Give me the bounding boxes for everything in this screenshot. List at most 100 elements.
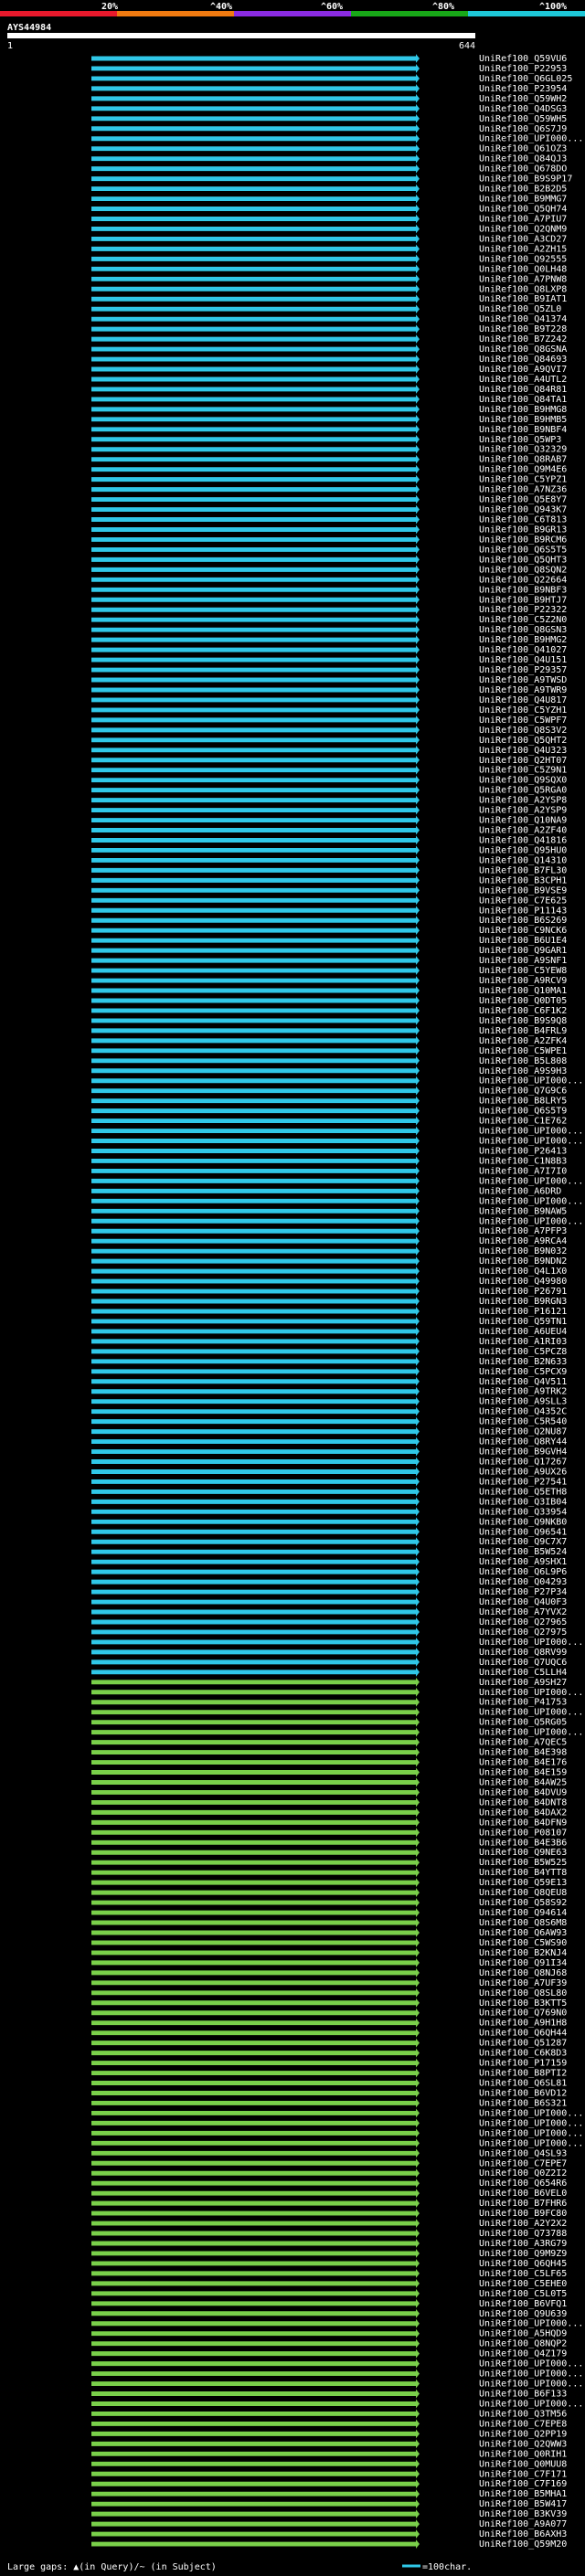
- hit-label[interactable]: UniRef100_B9GR13: [479, 525, 567, 535]
- hit-label[interactable]: UniRef100_B4AW25: [479, 1777, 567, 1787]
- hit-label[interactable]: UniRef100_Q96541: [479, 1527, 567, 1537]
- hit-label[interactable]: UniRef100_B2KNJ4: [479, 1948, 567, 1958]
- hit-label[interactable]: UniRef100_Q3IB04: [479, 1497, 567, 1507]
- hit-label[interactable]: UniRef100_B7FL30: [479, 865, 567, 875]
- hit-label[interactable]: UniRef100_B9T228: [479, 324, 567, 334]
- hit-label[interactable]: UniRef100_B4DVU9: [479, 1787, 567, 1797]
- hit-label[interactable]: UniRef100_C5YEW8: [479, 966, 567, 976]
- hit-label[interactable]: UniRef100_Q8GSN3: [479, 625, 567, 635]
- hit-label[interactable]: UniRef100_B9NAW5: [479, 1206, 567, 1216]
- hit-label[interactable]: UniRef100_P11143: [479, 906, 567, 916]
- hit-label[interactable]: UniRef100_Q59M20: [479, 2539, 567, 2549]
- hit-label[interactable]: UniRef100_UPI000...: [479, 134, 583, 144]
- hit-label[interactable]: UniRef100_P29357: [479, 665, 567, 675]
- hit-label[interactable]: UniRef100_B8PTI2: [479, 2069, 567, 2079]
- hit-label[interactable]: UniRef100_Q4SL93: [479, 2148, 567, 2158]
- hit-label[interactable]: UniRef100_Q8S3V2: [479, 726, 567, 736]
- hit-label[interactable]: UniRef100_B5W525: [479, 1858, 567, 1868]
- hit-label[interactable]: UniRef100_Q73788: [479, 2229, 567, 2239]
- hit-label[interactable]: UniRef100_Q6QH44: [479, 2029, 567, 2039]
- hit-label[interactable]: UniRef100_C7E625: [479, 896, 567, 906]
- hit-label[interactable]: UniRef100_Q27965: [479, 1617, 567, 1627]
- hit-label[interactable]: UniRef100_B4E398: [479, 1748, 567, 1758]
- hit-label[interactable]: UniRef100_Q5QHT2: [479, 736, 567, 746]
- hit-label[interactable]: UniRef100_B9S9P17: [479, 175, 572, 185]
- hit-label[interactable]: UniRef100_Q92555: [479, 254, 567, 264]
- hit-label[interactable]: UniRef100_Q4U817: [479, 695, 567, 705]
- hit-label[interactable]: UniRef100_UPI000...: [479, 2138, 583, 2148]
- hit-label[interactable]: UniRef100_B7FHR6: [479, 2199, 567, 2209]
- hit-label[interactable]: UniRef100_C5PCZ8: [479, 1347, 567, 1357]
- hit-label[interactable]: UniRef100_Q84TA1: [479, 395, 567, 405]
- hit-label[interactable]: UniRef100_Q5QH74: [479, 205, 567, 215]
- hit-label[interactable]: UniRef100_Q14310: [479, 855, 567, 865]
- hit-label[interactable]: UniRef100_Q59VU6: [479, 54, 567, 64]
- hit-label[interactable]: UniRef100_C5L0T5: [479, 2289, 567, 2299]
- hit-label[interactable]: UniRef100_B8LRY5: [479, 1097, 567, 1107]
- hit-label[interactable]: UniRef100_P17159: [479, 2059, 567, 2069]
- hit-label[interactable]: UniRef100_A2ZH15: [479, 244, 567, 254]
- hit-label[interactable]: UniRef100_Q9M4E6: [479, 465, 567, 475]
- hit-label[interactable]: UniRef100_C7EPE7: [479, 2158, 567, 2168]
- hit-label[interactable]: UniRef100_B3KV39: [479, 2509, 567, 2519]
- hit-label[interactable]: UniRef100_Q4DSG3: [479, 104, 567, 114]
- hit-label[interactable]: UniRef100_Q4U323: [479, 746, 567, 756]
- hit-label[interactable]: UniRef100_B9RGN3: [479, 1297, 567, 1307]
- hit-label[interactable]: UniRef100_UPI000...: [479, 1076, 583, 1087]
- hit-label[interactable]: UniRef100_Q2QNM9: [479, 224, 567, 234]
- hit-label[interactable]: UniRef100_Q3TM56: [479, 2409, 567, 2419]
- hit-label[interactable]: UniRef100_P26413: [479, 1146, 567, 1156]
- hit-label[interactable]: UniRef100_Q59E13: [479, 1878, 567, 1888]
- hit-label[interactable]: UniRef100_Q9C7X7: [479, 1537, 567, 1547]
- hit-label[interactable]: UniRef100_UPI000...: [479, 2319, 583, 2329]
- hit-label[interactable]: UniRef100_C5WS90: [479, 1938, 567, 1948]
- hit-label[interactable]: UniRef100_Q6SL81: [479, 2079, 567, 2089]
- hit-label[interactable]: UniRef100_A2Y2X2: [479, 2219, 567, 2229]
- hit-label[interactable]: UniRef100_P27P34: [479, 1587, 567, 1597]
- hit-label[interactable]: UniRef100_P22953: [479, 64, 567, 74]
- hit-label[interactable]: UniRef100_Q0DT05: [479, 996, 567, 1006]
- hit-label[interactable]: UniRef100_B9NDN2: [479, 1256, 567, 1267]
- hit-label[interactable]: UniRef100_B9NBF3: [479, 585, 567, 595]
- hit-label[interactable]: UniRef100_B9MMG7: [479, 195, 567, 205]
- hit-label[interactable]: UniRef100_Q5ETH8: [479, 1487, 567, 1497]
- hit-label[interactable]: UniRef100_UPI000...: [479, 1688, 583, 1698]
- hit-label[interactable]: UniRef100_Q84QJ3: [479, 154, 567, 164]
- hit-label[interactable]: UniRef100_UPI000...: [479, 1127, 583, 1137]
- hit-label[interactable]: UniRef100_Q84693: [479, 355, 567, 365]
- hit-label[interactable]: UniRef100_Q678DO: [479, 164, 567, 175]
- hit-label[interactable]: UniRef100_A9RCA4: [479, 1236, 567, 1246]
- hit-label[interactable]: UniRef100_Q6QH45: [479, 2259, 567, 2269]
- hit-label[interactable]: UniRef100_B9VSE9: [479, 885, 567, 896]
- hit-label[interactable]: UniRef100_Q8NQP2: [479, 2339, 567, 2349]
- hit-label[interactable]: UniRef100_C1N8B3: [479, 1156, 567, 1166]
- hit-label[interactable]: UniRef100_Q49980: [479, 1277, 567, 1287]
- hit-label[interactable]: UniRef100_C5LF65: [479, 2269, 567, 2279]
- hit-label[interactable]: UniRef100_Q41027: [479, 645, 567, 655]
- hit-label[interactable]: UniRef100_C5Z2N0: [479, 615, 567, 625]
- hit-label[interactable]: UniRef100_UPI000...: [479, 1708, 583, 1718]
- hit-label[interactable]: UniRef100_C5YPZ1: [479, 475, 567, 485]
- hit-label[interactable]: UniRef100_B9S9Q8: [479, 1016, 567, 1026]
- hit-label[interactable]: UniRef100_Q10NA9: [479, 816, 567, 826]
- hit-label[interactable]: UniRef100_B2N633: [479, 1357, 567, 1367]
- hit-label[interactable]: UniRef100_Q2HT07: [479, 756, 567, 766]
- hit-label[interactable]: UniRef100_Q9U639: [479, 2309, 567, 2319]
- hit-label[interactable]: UniRef100_C5EHE0: [479, 2279, 567, 2289]
- hit-label[interactable]: UniRef100_A7UF39: [479, 1978, 567, 1988]
- hit-label[interactable]: UniRef100_A9S9H3: [479, 1066, 567, 1076]
- hit-label[interactable]: UniRef100_Q6AW93: [479, 1928, 567, 1938]
- hit-label[interactable]: UniRef100_Q33954: [479, 1507, 567, 1517]
- hit-label[interactable]: UniRef100_A4UTL2: [479, 375, 567, 385]
- hit-label[interactable]: UniRef100_Q5ZL0: [479, 304, 561, 314]
- hit-label[interactable]: UniRef100_B3CPH1: [479, 875, 567, 885]
- hit-label[interactable]: UniRef100_B9HMG2: [479, 635, 567, 645]
- hit-label[interactable]: UniRef100_A7NZ36: [479, 485, 567, 495]
- hit-label[interactable]: UniRef100_A7I7I0: [479, 1166, 567, 1176]
- hit-label[interactable]: UniRef100_Q8QEU8: [479, 1888, 567, 1898]
- hit-label[interactable]: UniRef100_Q51287: [479, 2039, 567, 2049]
- hit-label[interactable]: UniRef100_Q8SL80: [479, 1988, 567, 1998]
- hit-label[interactable]: UniRef100_UPI000...: [479, 1176, 583, 1186]
- hit-label[interactable]: UniRef100_B9FC80: [479, 2209, 567, 2219]
- hit-label[interactable]: UniRef100_B9HMB5: [479, 415, 567, 425]
